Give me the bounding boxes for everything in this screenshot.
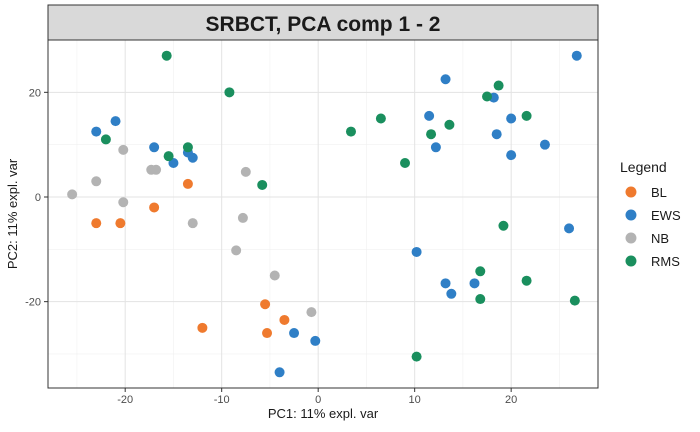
chart-title: SRBCT, PCA comp 1 - 2	[206, 13, 441, 36]
point-bl	[279, 314, 290, 325]
legend-key-ews	[625, 209, 637, 221]
y-axis-ticks: -20 0 20	[25, 87, 48, 309]
point-nb	[269, 270, 280, 281]
title-strip: SRBCT, PCA comp 1 - 2	[47, 4, 599, 41]
point-nb	[151, 164, 162, 175]
point-nb	[67, 189, 78, 200]
point-ews	[289, 328, 300, 339]
y-axis-title: PC2: 11% expl. var	[5, 158, 20, 269]
point-rms	[475, 266, 486, 277]
point-ews	[506, 113, 517, 124]
x-tick-label: 20	[505, 394, 517, 406]
point-rms	[345, 126, 356, 137]
legend-label-nb: NB	[651, 231, 669, 246]
point-bl	[149, 202, 160, 213]
point-rms	[426, 129, 437, 140]
point-ews	[91, 126, 102, 137]
legend-key-bl	[625, 186, 637, 198]
title-strip-background	[47, 4, 599, 41]
legend: Legend BL EWS NB RMS	[620, 159, 681, 269]
point-ews	[440, 74, 451, 85]
point-ews	[440, 278, 451, 289]
x-tick-label: 0	[315, 394, 321, 406]
legend-label-rms: RMS	[651, 254, 680, 269]
legend-key-nb	[625, 232, 637, 244]
panel-background	[48, 40, 598, 388]
point-rms	[163, 151, 174, 162]
point-ews	[110, 116, 121, 127]
x-tick-label: -20	[117, 394, 133, 406]
point-rms	[161, 50, 172, 61]
point-rms	[444, 119, 455, 130]
point-ews	[564, 223, 575, 234]
point-ews	[274, 367, 285, 378]
y-tick-label: -20	[25, 297, 41, 309]
point-rms	[375, 113, 386, 124]
data-points	[67, 50, 582, 378]
point-ews	[571, 50, 582, 61]
point-ews	[539, 139, 550, 150]
point-bl	[115, 218, 126, 229]
legend-title: Legend	[620, 159, 667, 175]
point-rms	[100, 134, 111, 145]
point-rms	[498, 220, 509, 231]
point-rms	[257, 179, 268, 190]
point-nb	[118, 144, 129, 155]
point-bl	[197, 322, 208, 333]
point-rms	[482, 91, 493, 102]
point-rms	[569, 295, 580, 306]
point-ews	[310, 335, 321, 346]
x-tick-label: -10	[214, 394, 230, 406]
legend-label-bl: BL	[651, 185, 667, 200]
point-nb	[118, 197, 129, 208]
point-ews	[469, 278, 480, 289]
x-axis-ticks: -20 -10 0 10 20	[117, 388, 517, 406]
point-nb	[237, 212, 248, 223]
point-rms	[493, 80, 504, 91]
y-tick-label: 20	[29, 87, 41, 99]
point-ews	[491, 129, 502, 140]
point-rms	[521, 110, 532, 121]
point-nb	[240, 166, 251, 177]
legend-key-rms	[625, 255, 637, 267]
point-rms	[521, 275, 532, 286]
point-nb	[231, 245, 242, 256]
point-ews	[446, 288, 457, 299]
point-bl	[182, 178, 193, 189]
point-bl	[262, 328, 273, 339]
point-ews	[149, 142, 160, 153]
y-tick-label: 0	[35, 192, 41, 204]
point-bl	[91, 218, 102, 229]
point-ews	[424, 110, 435, 121]
point-rms	[224, 87, 235, 98]
point-ews	[411, 246, 422, 257]
point-bl	[260, 299, 271, 310]
point-rms	[411, 351, 422, 362]
point-rms	[182, 142, 193, 153]
point-ews	[187, 152, 198, 163]
point-rms	[475, 294, 486, 305]
x-axis-title: PC1: 11% expl. var	[268, 406, 379, 421]
point-nb	[306, 307, 317, 318]
point-nb	[91, 176, 102, 187]
point-ews	[430, 142, 441, 153]
x-tick-label: 10	[409, 394, 421, 406]
point-nb	[187, 218, 198, 229]
legend-label-ews: EWS	[651, 208, 681, 223]
point-ews	[506, 150, 517, 161]
point-rms	[400, 157, 411, 168]
